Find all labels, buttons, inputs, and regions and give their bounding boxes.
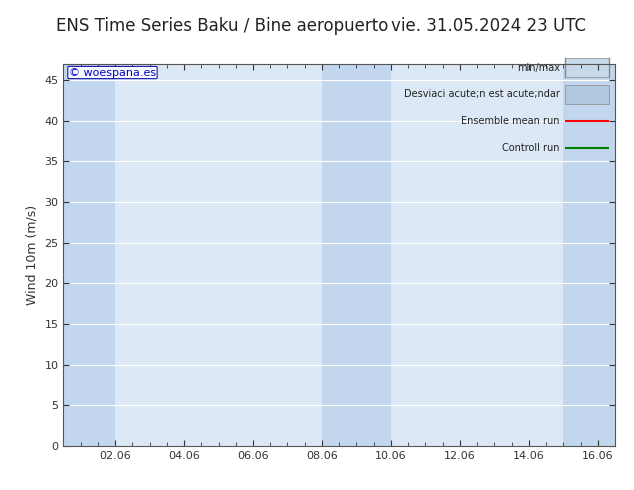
Bar [566, 58, 609, 77]
Text: min/max: min/max [517, 63, 560, 73]
Bar [322, 64, 391, 446]
Y-axis label: Wind 10m (m/s): Wind 10m (m/s) [26, 205, 39, 305]
Text: Controll run: Controll run [502, 143, 560, 153]
Text: ENS Time Series Baku / Bine aeropuerto: ENS Time Series Baku / Bine aeropuerto [56, 17, 388, 35]
Bar [566, 85, 609, 104]
Text: Ensemble mean run: Ensemble mean run [462, 116, 560, 126]
Bar [563, 64, 615, 446]
Text: © woespana.es: © woespana.es [69, 68, 156, 77]
Bar [63, 64, 115, 446]
Text: Desviaci acute;n est acute;ndar: Desviaci acute;n est acute;ndar [404, 89, 560, 99]
Text: vie. 31.05.2024 23 UTC: vie. 31.05.2024 23 UTC [391, 17, 586, 35]
